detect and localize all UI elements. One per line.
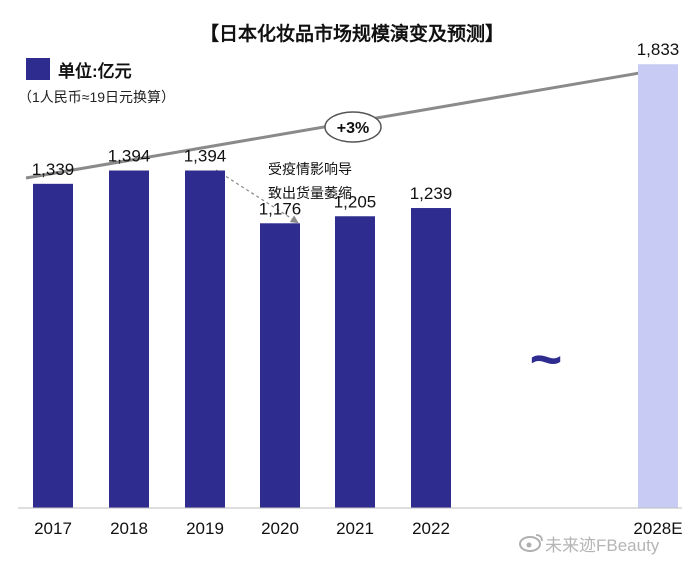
category-label-2022: 2022 — [412, 519, 450, 538]
watermark: 未来迹FBeauty — [519, 534, 660, 555]
chart-title: 【日本化妆品市场规模演变及预测】 — [200, 22, 504, 45]
legend-label: 单位:亿元 — [58, 61, 132, 81]
value-label-2022: 1,239 — [410, 184, 453, 203]
legend-note: （1人民币≈19日元换算） — [18, 89, 175, 105]
value-label-2017: 1,339 — [32, 160, 75, 179]
value-label-2028E: 1,833 — [637, 40, 680, 59]
bar-2028E — [638, 64, 678, 508]
bar-2020 — [260, 223, 300, 508]
value-label-2018: 1,394 — [108, 147, 151, 166]
watermark-text: 未来迹FBeauty — [545, 536, 660, 555]
value-label-2021: 1,205 — [334, 192, 377, 211]
category-label-2018: 2018 — [110, 519, 148, 538]
category-label-2017: 2017 — [34, 519, 72, 538]
weibo-logo-icon — [519, 534, 543, 552]
bars-layer: 1,339 2017 1,394 2018 1,394 2019 1,176 2020 1,20… — [32, 40, 683, 538]
covid-note-line1: 受疫情影响导 — [268, 161, 352, 177]
value-label-2020: 1,176 — [259, 199, 302, 218]
bar-2021 — [335, 216, 375, 508]
growth-label: +3% — [337, 120, 369, 137]
bar-2019 — [185, 170, 225, 509]
value-label-2019: 1,394 — [184, 147, 227, 166]
category-label-2021: 2021 — [336, 519, 374, 538]
growth-badge — [324, 111, 382, 143]
bar-2018 — [109, 170, 149, 509]
covid-arrow — [215, 169, 299, 224]
category-label-2028E: 2028E — [633, 519, 682, 538]
covid-note-line2: 致出货量萎缩 — [268, 185, 352, 201]
category-label-2019: 2019 — [186, 519, 224, 538]
category-label-2020: 2020 — [261, 519, 299, 538]
bar-2022 — [411, 208, 451, 508]
legend-swatch — [26, 58, 50, 80]
axis-break-symbol: ~ — [530, 327, 563, 390]
bar-2017 — [33, 183, 73, 509]
